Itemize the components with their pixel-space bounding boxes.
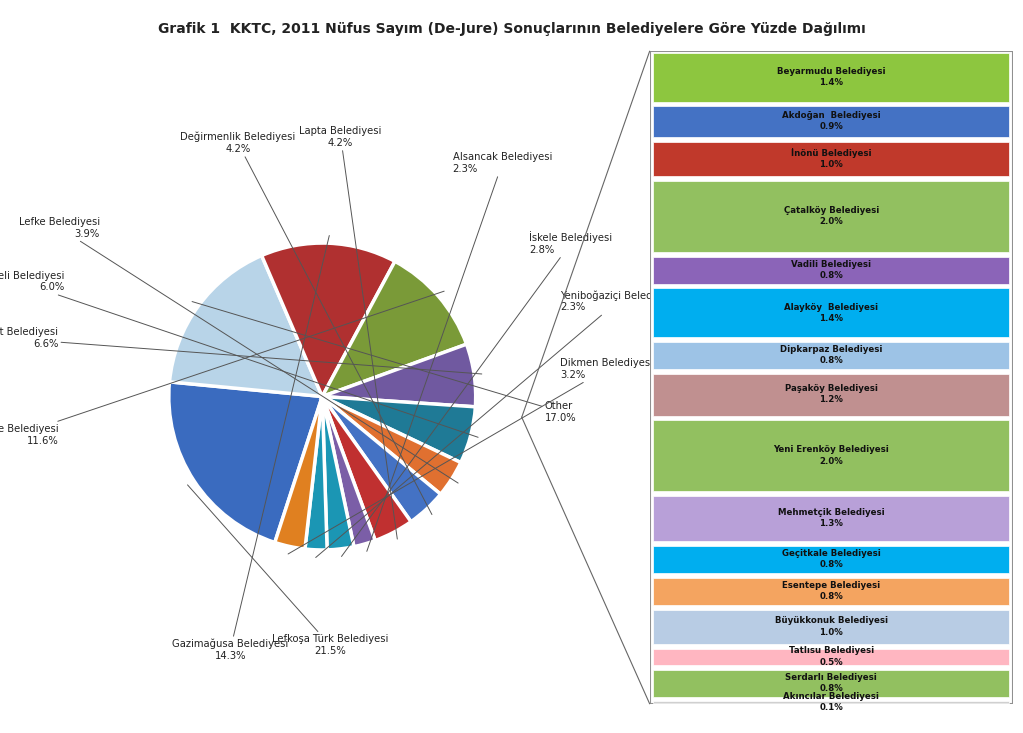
Text: Değirmenlik Belediyesi
4.2%: Değirmenlik Belediyesi 4.2%	[180, 132, 432, 515]
Wedge shape	[322, 397, 460, 494]
Text: Yeniboğaziçi Belediyesi
2.3%: Yeniboğaziçi Belediyesi 2.3%	[316, 290, 675, 558]
FancyBboxPatch shape	[654, 257, 1009, 284]
Wedge shape	[305, 397, 327, 550]
Text: Mehmetçik Belediyesi
1.3%: Mehmetçik Belediyesi 1.3%	[777, 508, 885, 528]
Wedge shape	[322, 397, 354, 550]
Wedge shape	[322, 397, 476, 463]
Wedge shape	[322, 262, 466, 397]
Text: Çatalköy Belediyesi
2.0%: Çatalköy Belediyesi 2.0%	[784, 206, 879, 226]
Text: Dipkarpaz Belediyesi
0.8%: Dipkarpaz Belediyesi 0.8%	[780, 345, 883, 365]
Wedge shape	[322, 345, 476, 407]
Text: Güzelyurt Belediyesi
6.6%: Güzelyurt Belediyesi 6.6%	[0, 328, 482, 374]
FancyBboxPatch shape	[654, 420, 1009, 491]
Text: Geçitkale Belediyesi
0.8%: Geçitkale Belediyesi 0.8%	[782, 549, 881, 570]
Wedge shape	[169, 382, 322, 542]
FancyBboxPatch shape	[654, 53, 1009, 102]
Text: Lefke Belediyesi
3.9%: Lefke Belediyesi 3.9%	[18, 217, 458, 483]
Text: Tatlısu Belediyesi
0.5%: Tatlısu Belediyesi 0.5%	[789, 647, 874, 666]
FancyBboxPatch shape	[654, 141, 1009, 177]
Wedge shape	[275, 397, 322, 549]
Text: Paşaköy Belediyesi
1.2%: Paşaköy Belediyesi 1.2%	[785, 384, 878, 405]
Wedge shape	[322, 397, 411, 540]
FancyBboxPatch shape	[654, 546, 1009, 573]
FancyBboxPatch shape	[654, 496, 1009, 542]
FancyBboxPatch shape	[654, 288, 1009, 337]
Text: Lapta Belediyesi
4.2%: Lapta Belediyesi 4.2%	[300, 126, 397, 539]
Text: Vadili Belediyesi
0.8%: Vadili Belediyesi 0.8%	[791, 259, 872, 280]
FancyBboxPatch shape	[654, 610, 1009, 644]
Text: Büyükkonuk Belediyesi
1.0%: Büyükkonuk Belediyesi 1.0%	[774, 616, 888, 636]
Text: Gazimağusa Belediyesi
14.3%: Gazimağusa Belediyesi 14.3%	[172, 235, 329, 661]
Text: Akdoğan  Belediyesi
0.9%: Akdoğan Belediyesi 0.9%	[782, 111, 881, 131]
FancyBboxPatch shape	[654, 181, 1009, 252]
FancyBboxPatch shape	[654, 669, 1009, 697]
Wedge shape	[170, 256, 322, 397]
Text: İskele Belediyesi
2.8%: İskele Belediyesi 2.8%	[342, 232, 613, 556]
Text: Lefkoşa Türk Belediyesi
21.5%: Lefkoşa Türk Belediyesi 21.5%	[187, 485, 388, 656]
Text: Akıncılar Belediyesi
0.1%: Akıncılar Belediyesi 0.1%	[784, 692, 879, 712]
FancyBboxPatch shape	[654, 342, 1009, 369]
Wedge shape	[262, 243, 395, 397]
Wedge shape	[322, 397, 375, 547]
Text: Serdarlı Belediyesi
0.8%: Serdarlı Belediyesi 0.8%	[786, 673, 877, 693]
Text: İnönü Belediyesi
1.0%: İnönü Belediyesi 1.0%	[791, 148, 872, 169]
Text: Dikmen Belediyesi
3.2%: Dikmen Belediyesi 3.2%	[288, 358, 653, 554]
Text: Esentepe Belediyesi
0.8%: Esentepe Belediyesi 0.8%	[783, 581, 880, 601]
FancyBboxPatch shape	[654, 106, 1009, 137]
Text: Alayköy  Belediyesi
1.4%: Alayköy Belediyesi 1.4%	[785, 303, 878, 323]
Text: Girne Belediyesi
11.6%: Girne Belediyesi 11.6%	[0, 291, 444, 446]
Text: Beyarmudu Belediyesi
1.4%: Beyarmudu Belediyesi 1.4%	[776, 67, 886, 87]
Text: Alsancak Belediyesi
2.3%: Alsancak Belediyesi 2.3%	[367, 152, 552, 551]
Text: Yeni Erenköy Belediyesi
2.0%: Yeni Erenköy Belediyesi 2.0%	[773, 446, 889, 465]
FancyBboxPatch shape	[654, 374, 1009, 416]
Text: Gönyeli Belediyesi
6.0%: Gönyeli Belediyesi 6.0%	[0, 270, 478, 438]
FancyBboxPatch shape	[654, 649, 1009, 665]
Text: Grafik 1  KKTC, 2011 Nüfus Sayım (De-Jure) Sonuçlarının Belediyelere Göre Yüzde : Grafik 1 KKTC, 2011 Nüfus Sayım (De-Jure…	[158, 22, 865, 36]
Wedge shape	[322, 397, 441, 522]
FancyBboxPatch shape	[654, 701, 1009, 703]
Text: Other
17.0%: Other 17.0%	[192, 301, 576, 423]
FancyBboxPatch shape	[654, 578, 1009, 605]
FancyBboxPatch shape	[650, 51, 1013, 704]
